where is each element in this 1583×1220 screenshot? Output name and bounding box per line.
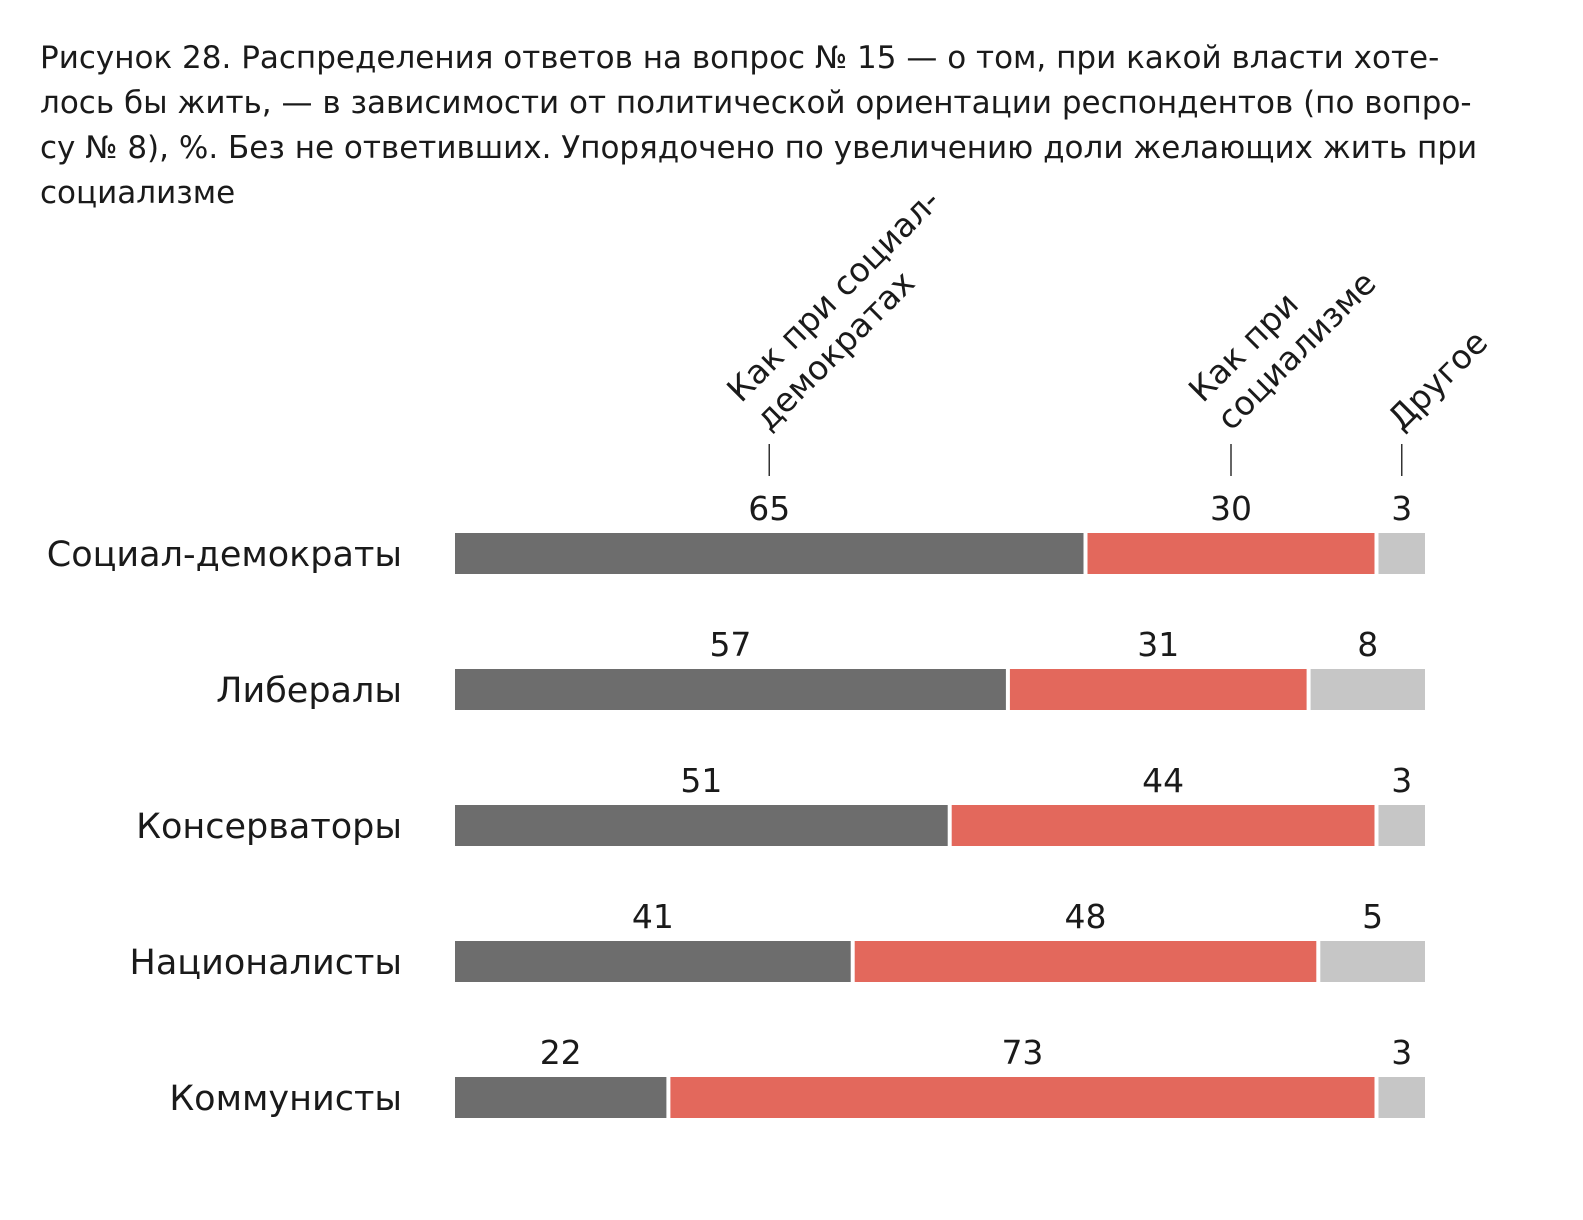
chart-title-line: социализме	[40, 175, 236, 211]
bar-segment	[670, 1077, 1375, 1118]
series-header: Другое	[1380, 322, 1495, 437]
data-label: 44	[1142, 761, 1184, 800]
data-label: 65	[748, 489, 790, 528]
data-label: 57	[709, 625, 751, 664]
data-label: 3	[1391, 761, 1412, 800]
data-label: 30	[1210, 489, 1252, 528]
chart-title-line: лось бы жить, — в зависимости от политич…	[40, 85, 1472, 121]
series-header-line: Другое	[1380, 322, 1495, 437]
bar-segment	[455, 669, 1006, 710]
data-label: 8	[1357, 625, 1378, 664]
bar-segment	[951, 805, 1375, 846]
bar-segment	[1378, 1077, 1425, 1118]
category-label: Коммунисты	[169, 1079, 402, 1119]
bar-segment	[455, 1077, 667, 1118]
chart-title-line: су № 8), %. Без не ответивших. Упорядоче…	[40, 130, 1478, 166]
category-label: Либералы	[216, 671, 402, 711]
data-label: 22	[540, 1033, 582, 1072]
data-label: 48	[1065, 897, 1107, 936]
bar-segment	[854, 941, 1317, 982]
bar-segment	[1310, 669, 1425, 710]
bar-segment	[455, 533, 1084, 574]
bar-segment	[455, 941, 851, 982]
data-label: 5	[1362, 897, 1383, 936]
bar-segment	[1378, 533, 1425, 574]
bar-segment	[1320, 941, 1425, 982]
category-label: Националисты	[130, 943, 402, 983]
data-label: 3	[1391, 489, 1412, 528]
data-label: 73	[1001, 1033, 1043, 1072]
bar-segment	[1009, 669, 1307, 710]
chart-title-line: Рисунок 28. Распределения ответов на воп…	[40, 40, 1440, 76]
bar-segment	[455, 805, 948, 846]
category-label: Социал-демократы	[47, 535, 402, 575]
chart-title: Рисунок 28. Распределения ответов на воп…	[40, 36, 1540, 216]
bar-segment	[1378, 805, 1425, 846]
data-label: 41	[632, 897, 674, 936]
data-label: 31	[1137, 625, 1179, 664]
series-header: Как при социал-демократах	[719, 181, 947, 438]
category-label: Консерваторы	[136, 807, 402, 847]
bar-segment	[1087, 533, 1375, 574]
data-label: 51	[680, 761, 722, 800]
data-label: 3	[1391, 1033, 1412, 1072]
